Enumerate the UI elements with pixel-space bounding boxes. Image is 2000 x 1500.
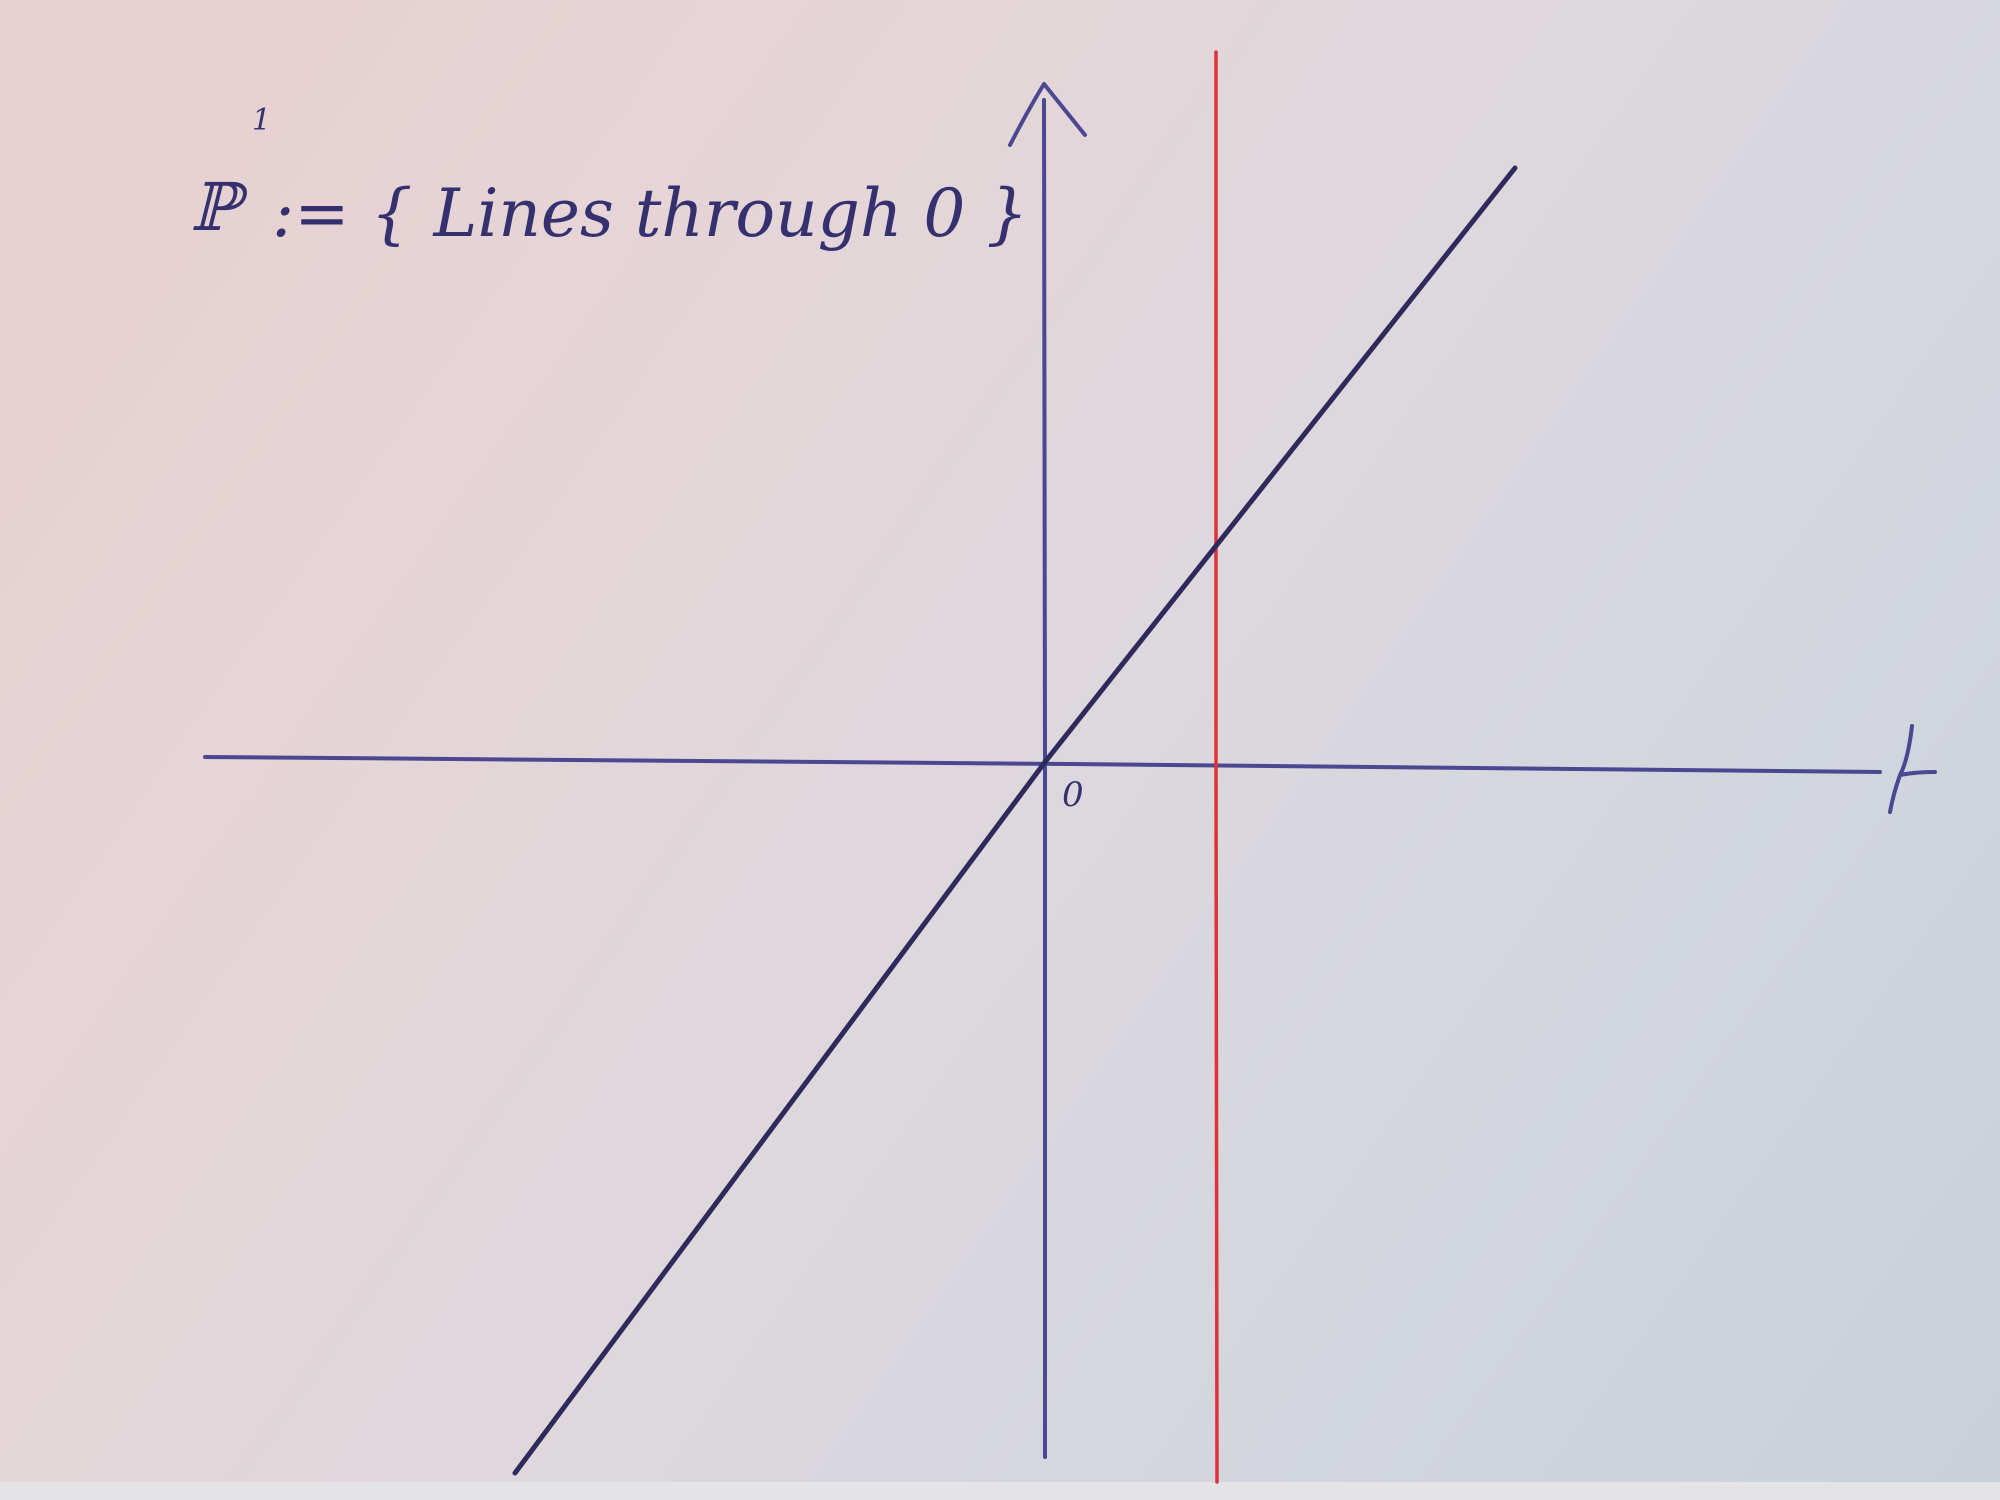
vertical-axis-arrowhead	[1008, 82, 1087, 147]
horizontal-axis	[203, 755, 1882, 774]
title-symbol: ℙ	[190, 169, 249, 246]
origin-label: 0	[1062, 775, 1084, 815]
diagonal-line-through-origin	[512, 165, 1518, 1476]
vertical-axis	[1042, 98, 1047, 1459]
paper-bottom-edge	[0, 1482, 2000, 1500]
title-rest: := { Lines through 0 }	[272, 175, 1028, 252]
title-superscript: 1	[252, 103, 271, 138]
title-group: ℙ 1 := { Lines through 0 }	[190, 103, 1028, 252]
red-vertical-line	[1214, 50, 1219, 1484]
horizontal-axis-arrowhead	[1888, 724, 1937, 814]
